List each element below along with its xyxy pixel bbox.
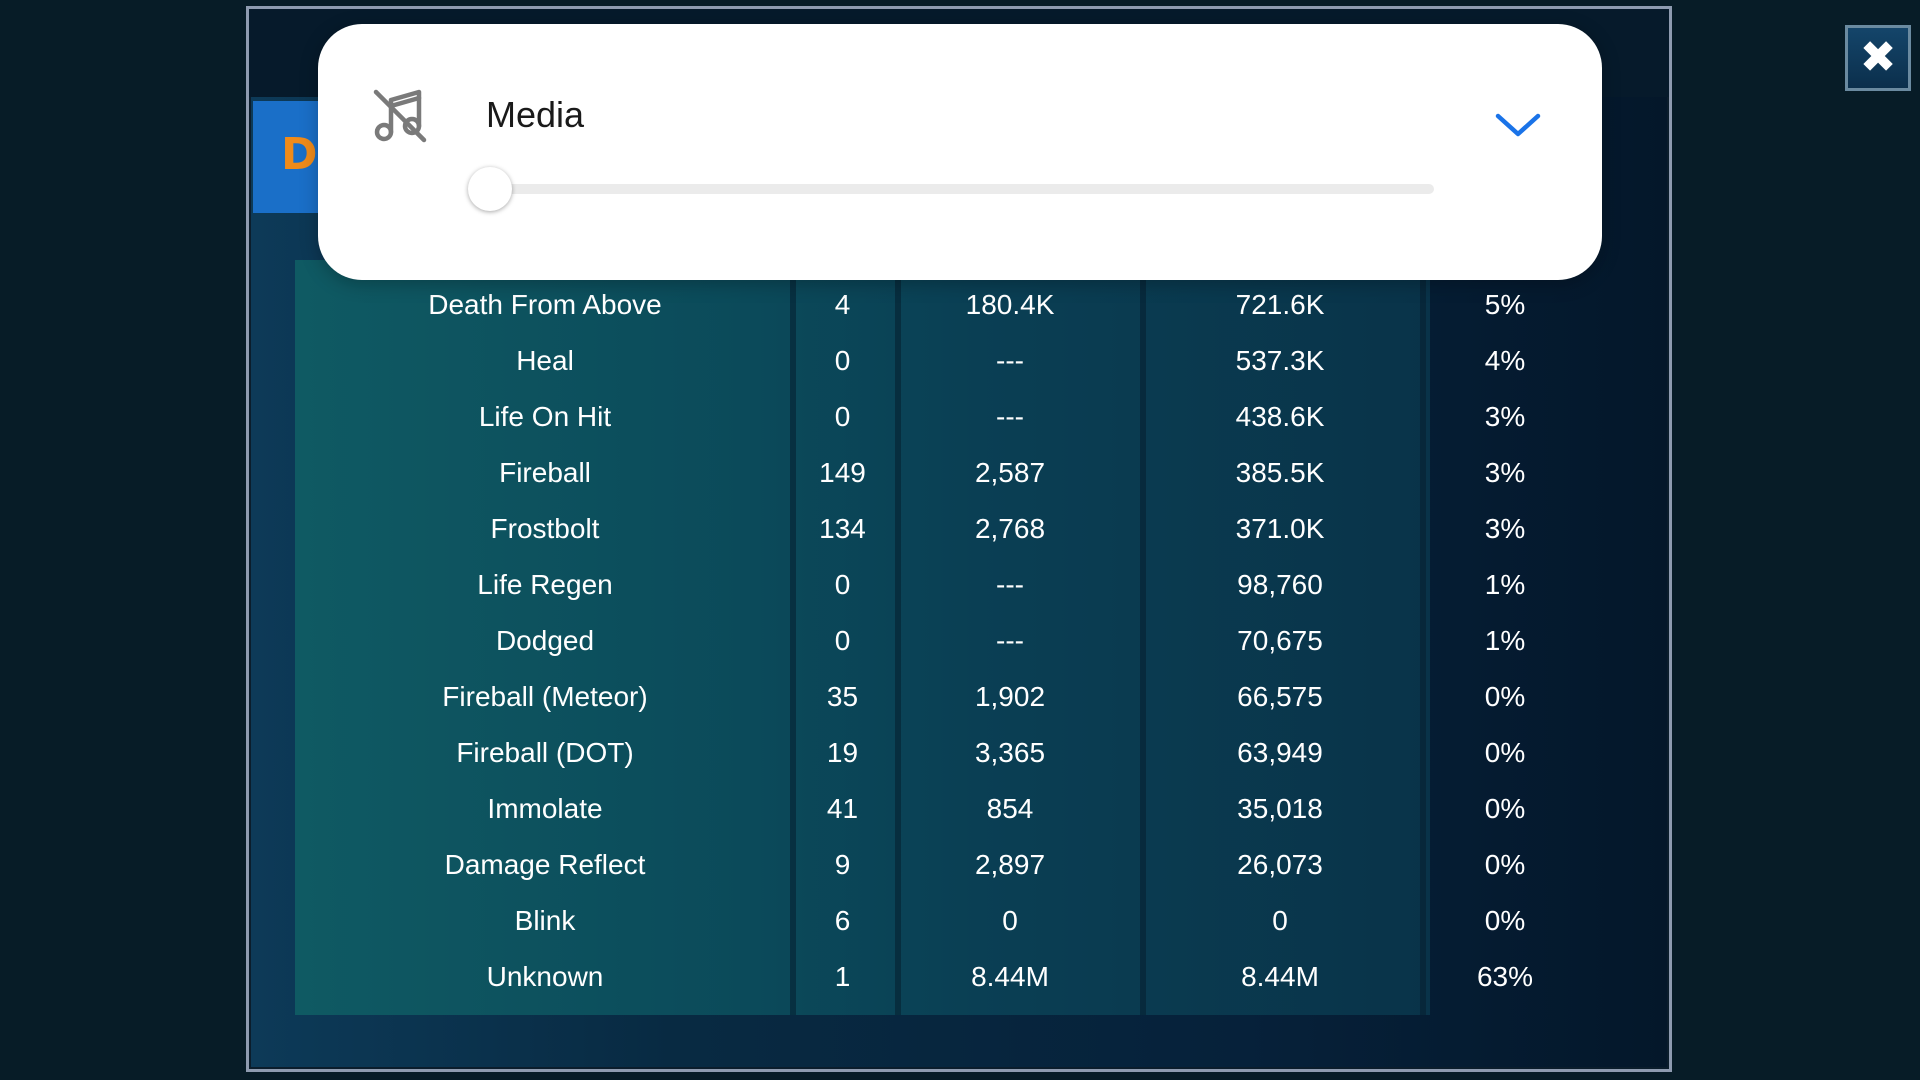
percent-cell: 0% [1484, 681, 1526, 712]
table-row: Death From Above 4 180.4K 721.6K 5% [295, 277, 1525, 333]
table-row: Damage Reflect 9 2,897 26,073 0% [295, 837, 1526, 893]
column-divider [895, 260, 901, 1015]
percent-cell: 4% [1484, 345, 1526, 376]
percent-cell: 3% [1484, 401, 1526, 432]
total-cell: 98,760 [1237, 569, 1323, 600]
percent-cell: 3% [1484, 457, 1526, 488]
percent-cell: 0% [1484, 849, 1526, 880]
total-cell: 66,575 [1237, 681, 1323, 712]
percent-cell: 0% [1484, 793, 1526, 824]
total-cell: 371.0K [1235, 513, 1325, 544]
average-cell: --- [996, 401, 1024, 432]
average-cell: 3,365 [974, 737, 1046, 768]
average-cell: --- [996, 569, 1024, 600]
hits-cell: 6 [834, 905, 851, 936]
total-cell: 70,675 [1237, 625, 1323, 656]
media-volume-slider-thumb[interactable] [468, 167, 512, 211]
table-row: Dodged 0 --- 70,675 1% [295, 613, 1525, 669]
hits-cell: 1 [834, 961, 851, 992]
percent-cell: 1% [1484, 569, 1526, 600]
total-cell: 35,018 [1237, 793, 1323, 824]
skill-name-cell: Unknown [486, 961, 604, 992]
skill-name-cell: Dodged [495, 625, 595, 656]
average-cell: 854 [986, 793, 1034, 824]
average-cell: 1,902 [974, 681, 1046, 712]
average-cell: 8.44M [971, 961, 1049, 992]
hits-cell: 4 [834, 289, 851, 320]
table-row: Frostbolt 134 2,768 371.0K 3% [295, 501, 1526, 557]
average-cell: 0 [1002, 905, 1018, 936]
hits-cell: 149 [819, 457, 866, 488]
total-cell: 8.44M [1241, 961, 1319, 992]
hits-cell: 19 [826, 737, 859, 768]
average-cell: 2,897 [974, 849, 1046, 880]
percent-cell: 0% [1484, 905, 1526, 936]
media-volume-slider[interactable] [476, 184, 1434, 194]
total-cell: 721.6K [1235, 289, 1325, 320]
table-row: Unknown 1 8.44M 8.44M 63% [295, 949, 1533, 1005]
skill-name-cell: Damage Reflect [444, 849, 646, 880]
percent-cell: 1% [1484, 625, 1526, 656]
percent-cell: 0% [1484, 737, 1526, 768]
total-cell: 26,073 [1237, 849, 1323, 880]
table-row: Life On Hit 0 --- 438.6K 3% [295, 389, 1525, 445]
skill-name-cell: Fireball [499, 457, 591, 488]
skill-name-cell: Immolate [487, 793, 603, 824]
table-row: Blink 6 0 0 0% [295, 893, 1526, 949]
total-cell: 438.6K [1235, 401, 1325, 432]
percent-cell: 5% [1484, 289, 1526, 320]
hits-cell: 9 [834, 849, 851, 880]
hits-cell: 35 [826, 681, 859, 712]
percent-cell: 3% [1484, 513, 1526, 544]
hits-cell: 134 [819, 513, 866, 544]
chevron-down-icon[interactable] [1494, 110, 1542, 140]
table-row: Fireball 149 2,587 385.5K 3% [295, 445, 1525, 501]
average-cell: 2,768 [974, 513, 1046, 544]
hits-cell: 41 [826, 793, 859, 824]
hits-cell: 0 [834, 401, 851, 432]
hits-cell: 0 [834, 345, 851, 376]
skill-name-cell: Heal [516, 345, 574, 376]
column-divider [1140, 260, 1146, 1015]
column-divider [790, 260, 796, 1015]
close-button[interactable]: ✖ [1845, 25, 1911, 91]
table-row: Fireball (DOT) 19 3,365 63,949 0% [295, 725, 1525, 781]
skill-name-cell: Blink [514, 905, 576, 936]
hits-cell: 0 [834, 569, 851, 600]
total-cell: 385.5K [1235, 457, 1325, 488]
hits-cell: 0 [834, 625, 851, 656]
average-cell: 2,587 [974, 457, 1046, 488]
skill-name-cell: Frostbolt [490, 513, 600, 544]
total-cell: 63,949 [1237, 737, 1323, 768]
skill-name-cell: Life Regen [477, 569, 613, 600]
average-cell: 180.4K [965, 289, 1055, 320]
total-cell: 537.3K [1235, 345, 1325, 376]
skill-name-cell: Fireball (Meteor) [442, 681, 648, 712]
skill-name-cell: Fireball (DOT) [456, 737, 634, 768]
table-row: Fireball (Meteor) 35 1,902 66,575 0% [295, 669, 1525, 725]
media-volume-panel: Media [318, 24, 1602, 280]
average-cell: --- [996, 625, 1024, 656]
column-divider [1420, 260, 1426, 1015]
table-row: Life Regen 0 --- 98,760 1% [295, 557, 1525, 613]
table-row: Immolate 41 854 35,018 0% [295, 781, 1525, 837]
percent-cell: 63% [1476, 961, 1534, 992]
close-icon: ✖ [1859, 32, 1897, 83]
table-row: Heal 0 --- 537.3K 4% [295, 333, 1525, 389]
media-title: Media [486, 94, 585, 135]
average-cell: --- [996, 345, 1024, 376]
total-cell: 0 [1272, 905, 1288, 936]
damage-table: Death From Above 4 180.4K 721.6K 5% Heal 0 --- 5… [295, 260, 1533, 1015]
skill-name-cell: Life On Hit [478, 401, 612, 432]
music-off-icon[interactable] [370, 86, 430, 146]
skill-name-cell: Death From Above [428, 289, 662, 320]
